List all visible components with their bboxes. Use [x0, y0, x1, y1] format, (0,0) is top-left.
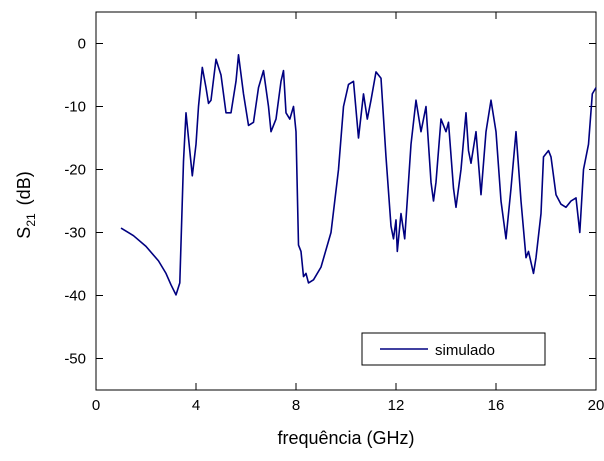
- legend-label: simulado: [435, 342, 495, 359]
- data-line: [120, 53, 597, 296]
- plot-frame: [95, 11, 597, 391]
- y-tick-label: -10: [64, 99, 86, 116]
- x-axis-label: frequência (GHz): [277, 428, 414, 448]
- y-tick-label: -30: [64, 225, 86, 242]
- y-label-subscript: 21: [24, 213, 38, 227]
- x-tick-label: 8: [292, 397, 300, 414]
- x-tick-label: 12: [388, 397, 405, 414]
- x-tick-label: 20: [588, 397, 604, 414]
- x-tick-label: 4: [192, 397, 200, 414]
- y-tick-label: 0: [78, 36, 86, 53]
- x-tick-label: 16: [488, 397, 505, 414]
- y-tick-label: -50: [64, 351, 86, 368]
- y-axis-label: S21 (dB): [14, 171, 38, 238]
- y-tick-label: -20: [64, 162, 86, 179]
- y-label-main: S: [14, 227, 34, 239]
- y-tick-label: -40: [64, 288, 86, 305]
- y-label-unit: (dB): [14, 171, 34, 205]
- x-tick-label: 0: [92, 397, 100, 414]
